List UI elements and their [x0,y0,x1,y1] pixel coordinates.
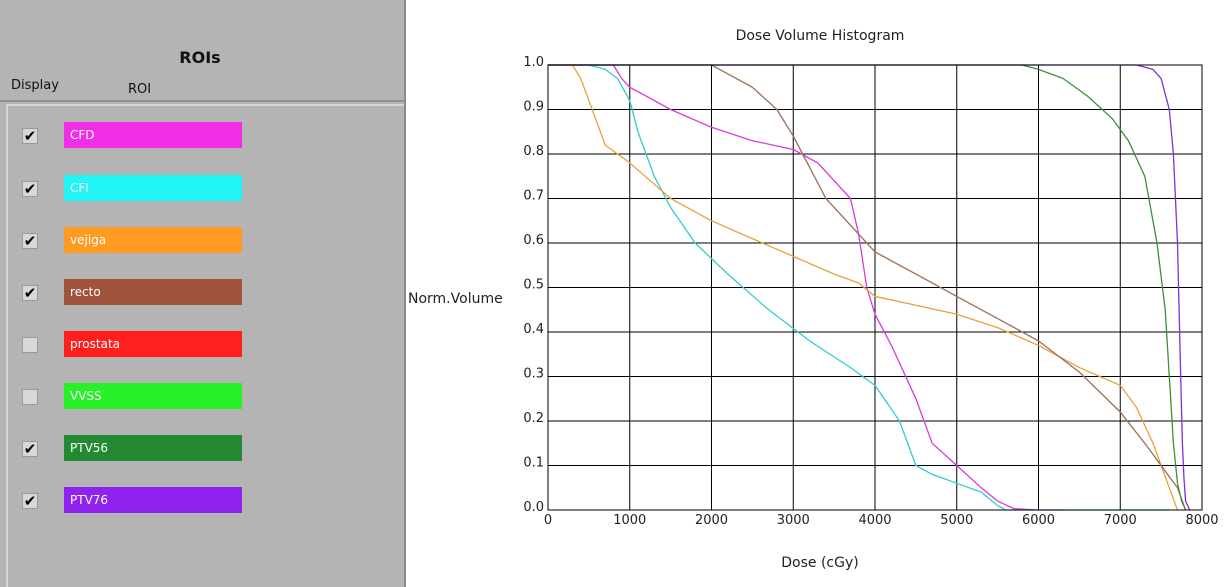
y-tick-label: 0.1 [523,456,544,471]
x-tick-label: 0 [544,513,552,528]
roi-row-vvss: VVSS [8,383,398,411]
y-tick-label: 1.0 [523,55,544,70]
x-tick-label: 7000 [1104,513,1137,528]
y-tick-label: 0.4 [523,322,544,337]
x-tick-label: 4000 [858,513,891,528]
series-line-recto [548,64,1187,511]
dose-volume-histogram-chart: Dose Volume Histogram 0 1000 2000 3000 4000 5… [408,28,1219,571]
y-tick-label: 0.3 [523,367,544,382]
chart-series-layer [548,64,1191,511]
plot-area-frame [547,64,1203,511]
y-tick-label: 0.9 [523,100,544,115]
ptv76-display-checkbox[interactable]: ✔ [22,492,38,510]
roi-row-ptv76: ✔ PTV76 [8,487,398,515]
x-tick-label: 5000 [940,513,973,528]
roi-column-header: ROI [128,82,152,97]
roi-row-cfi: ✔ CFI [8,175,398,203]
roi-row-ptv56: ✔ PTV56 [8,435,398,463]
roi-row-recto: ✔ recto [8,279,398,307]
roi-row-cfd: ✔ CFD [8,122,398,150]
roi-panel: ROIs Display ROI ✔ CFD ✔ CFI ✔ vejiga ✔ … [0,0,406,587]
x-tick-label: 6000 [1022,513,1055,528]
display-column-header: Display [11,78,59,93]
series-line-cfi [548,64,1170,511]
vvss-display-checkbox[interactable] [22,389,38,405]
y-tick-label: 0.0 [523,500,544,515]
y-axis-label: Norm.Volume [408,291,503,307]
roi-label-ptv76[interactable]: PTV76 [64,487,242,513]
header-divider [0,100,406,102]
y-tick-label: 0.7 [523,189,544,204]
y-tick-label: 0.5 [523,278,544,293]
x-tick-label: 2000 [695,513,728,528]
y-tick-label: 0.6 [523,233,544,248]
roi-row-vejiga: ✔ vejiga [8,227,398,255]
x-tick-label: 8000 [1185,513,1218,528]
ptv56-display-checkbox[interactable]: ✔ [22,440,38,458]
series-line-vejiga [548,64,1179,511]
cfd-display-checkbox[interactable]: ✔ [22,127,38,145]
roi-list: ✔ CFD ✔ CFI ✔ vejiga ✔ recto prostata VV… [6,104,404,587]
roi-label-vejiga[interactable]: vejiga [64,227,242,253]
x-tick-label: 3000 [777,513,810,528]
series-line-ptv56 [548,64,1187,511]
roi-label-recto[interactable]: recto [64,279,242,305]
roi-row-prostata: prostata [8,331,398,359]
roi-label-prostata[interactable]: prostata [64,331,242,357]
y-tick-label: 0.2 [523,411,544,426]
series-line-cfd [548,64,1063,511]
roi-label-vvss[interactable]: VVSS [64,383,242,409]
y-tick-label: 0.8 [523,144,544,159]
chart-title: Dose Volume Histogram [736,28,905,44]
cfi-display-checkbox[interactable]: ✔ [22,180,38,198]
vejiga-display-checkbox[interactable]: ✔ [22,232,38,250]
roi-label-ptv56[interactable]: PTV56 [64,435,242,461]
roi-panel-title: ROIs [179,48,221,67]
prostata-display-checkbox[interactable] [22,337,38,353]
series-line-ptv76 [548,64,1191,511]
x-axis-label: Dose (cGy) [781,555,858,571]
recto-display-checkbox[interactable]: ✔ [22,284,38,302]
roi-label-cfi[interactable]: CFI [64,175,242,201]
roi-label-cfd[interactable]: CFD [64,122,242,148]
x-tick-label: 1000 [613,513,646,528]
chart-axes: 0 1000 2000 3000 4000 5000 6000 7000 8000 0.0 0.1 0… [523,55,1218,528]
chart-grid [547,64,1203,511]
